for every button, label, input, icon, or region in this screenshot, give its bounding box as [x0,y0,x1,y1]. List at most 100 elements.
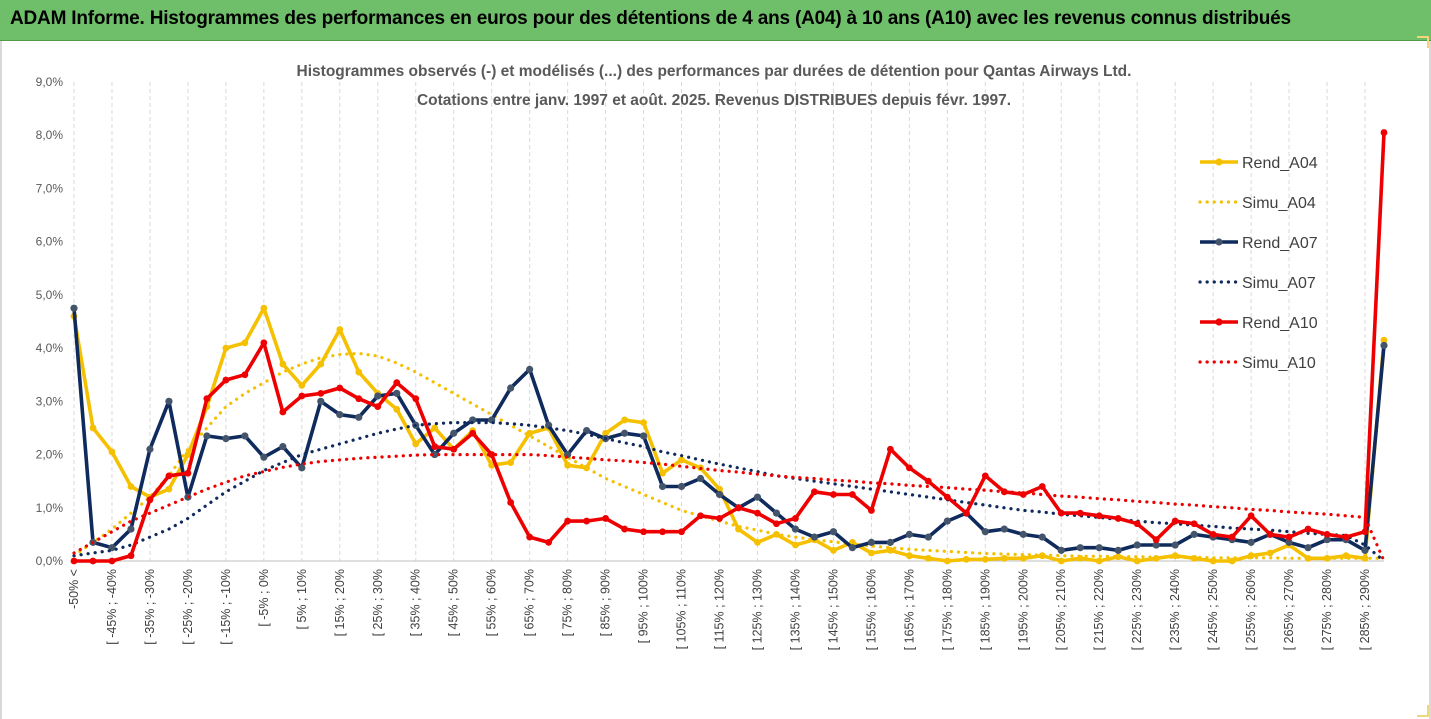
x-tick-label: [ -5% ; 0% [257,569,271,627]
series-Simu_A07 [72,421,1386,563]
data-point-Rend_A10 [317,389,325,397]
data-point-Rend_A07 [70,304,78,312]
data-point-Rend_A07 [1114,546,1122,554]
x-tick-label: [ 55% ; 60% [485,569,499,636]
y-tick-label: 8,0% [36,128,64,142]
x-tick-label: [ -35% ; -30% [143,569,157,645]
data-point-Rend_A04 [564,461,572,469]
data-point-Rend_A10 [526,533,534,541]
data-point-Rend_A07 [526,365,534,373]
data-point-Rend_A10 [89,557,97,565]
legend-label: Rend_A10 [1242,315,1318,332]
x-tick-label: [ -25% ; -20% [181,569,195,645]
data-point-Rend_A07 [848,544,857,552]
data-point-Rend_A04 [393,405,401,413]
data-point-Rend_A10 [70,557,78,565]
y-axis-ticks: 0,0% 1,0% 2,0% 3,0% 4,0% 5,0% 6,0% 7,0% 8,0% 9,0% [36,75,64,568]
data-point-Rend_A04 [336,326,344,333]
y-tick-label: 7,0% [36,181,64,195]
data-point-Rend_A04 [1095,557,1103,565]
data-point-Rend_A07 [431,450,439,459]
data-point-Rend_A07 [1190,530,1198,538]
data-point-Rend_A10 [1342,533,1350,541]
data-point-Rend_A04 [981,556,989,563]
data-point-Rend_A07 [203,432,211,440]
data-point-Rend_A04 [298,381,306,389]
x-tick-label: [ 65% ; 70% [523,569,537,636]
data-point-Rend_A07 [905,530,913,538]
legend-item-Rend_A04: Rend_A04 [1200,155,1318,172]
data-point-Rend_A04 [1057,557,1065,565]
data-point-Rend_A04 [355,368,363,376]
data-point-Rend_A10 [924,477,932,485]
x-tick-label: [ 175% ; 180% [940,569,954,650]
data-point-Rend_A07 [1285,538,1293,546]
data-point-Rend_A10 [981,472,989,480]
data-point-Rend_A07 [753,493,762,501]
data-point-Rend_A07 [1057,546,1065,554]
data-point-Rend_A10 [886,445,894,453]
data-point-Rend_A07 [260,453,268,461]
x-axis-ticks: -50% < [ -45% ; -40% [ -35% ; -30% [ -25% ;… [67,569,1372,650]
legend-item-Simu_A10: Simu_A10 [1198,355,1316,372]
data-point-Rend_A07 [222,434,230,443]
data-point-Rend_A10 [1133,520,1141,528]
data-point-Rend_A07 [165,397,173,405]
data-point-Rend_A10 [640,528,647,536]
x-tick-label: [ 25% ; 30% [371,569,385,636]
legend-marker [1215,238,1223,246]
data-point-Rend_A10 [1190,520,1198,528]
corner-mark-top-right [1417,36,1429,48]
data-point-Rend_A04 [507,459,515,466]
data-point-Rend_A07 [127,525,135,533]
data-point-Rend_A04 [905,552,913,560]
x-tick-label: [ 225% ; 230% [1130,569,1144,650]
data-point-Rend_A07 [1304,544,1312,552]
series-Simu_A04 [72,351,1386,560]
legend-marker [1215,318,1223,326]
data-point-Rend_A10 [203,395,211,403]
data-point-Rend_A04 [1304,554,1312,562]
data-point-Rend_A04 [279,360,287,368]
data-point-Rend_A10 [165,472,173,480]
data-point-Rend_A10 [431,443,439,450]
y-tick-label: 3,0% [36,394,64,408]
data-point-Rend_A10 [1285,533,1293,541]
x-tick-label: [ 275% ; 280% [1320,569,1334,650]
data-point-Rend_A04 [943,557,951,565]
data-point-Rend_A04 [1000,554,1008,562]
data-point-Rend_A10 [811,488,818,496]
data-point-Rend_A07 [1095,544,1103,552]
data-point-Rend_A07 [298,464,306,472]
data-point-Rend_A10 [1114,515,1122,522]
data-point-Rend_A07 [1133,541,1141,549]
data-point-Rend_A07 [1038,533,1046,541]
data-point-Rend_A10 [1380,129,1388,136]
data-point-Rend_A07 [772,509,781,517]
data-point-Rend_A10 [393,379,401,387]
data-point-Rend_A10 [754,509,761,517]
data-point-Rend_A10 [260,339,268,347]
data-point-Rend_A04 [1361,554,1369,562]
data-point-Rend_A10 [905,464,913,472]
data-point-Rend_A10 [716,515,723,522]
data-point-Rend_A10 [678,528,685,536]
data-point-Rend_A07 [620,429,629,437]
data-point-Rend_A10 [867,507,875,514]
x-tick-label: [ -15% ; -10% [219,569,233,645]
data-point-Rend_A07 [981,528,989,536]
x-tick-label: [ 185% ; 190% [978,569,992,650]
data-point-Rend_A04 [659,469,666,477]
data-point-Rend_A10 [735,504,742,512]
data-point-Rend_A10 [355,395,363,403]
data-point-Rend_A10 [962,509,970,517]
banner: ADAM Informe. Histogrammes des performan… [0,0,1431,41]
x-tick-label: [ 205% ; 210% [1054,569,1068,650]
data-point-Rend_A04 [678,456,685,464]
x-tick-label: [ 115% ; 120% [713,569,727,649]
data-point-Rend_A10 [507,499,515,506]
x-tick-label: [ 85% ; 90% [599,569,613,636]
data-point-Rend_A10 [1304,525,1312,533]
y-tick-label: 5,0% [36,288,64,302]
x-tick-label: -50% < [67,569,81,609]
